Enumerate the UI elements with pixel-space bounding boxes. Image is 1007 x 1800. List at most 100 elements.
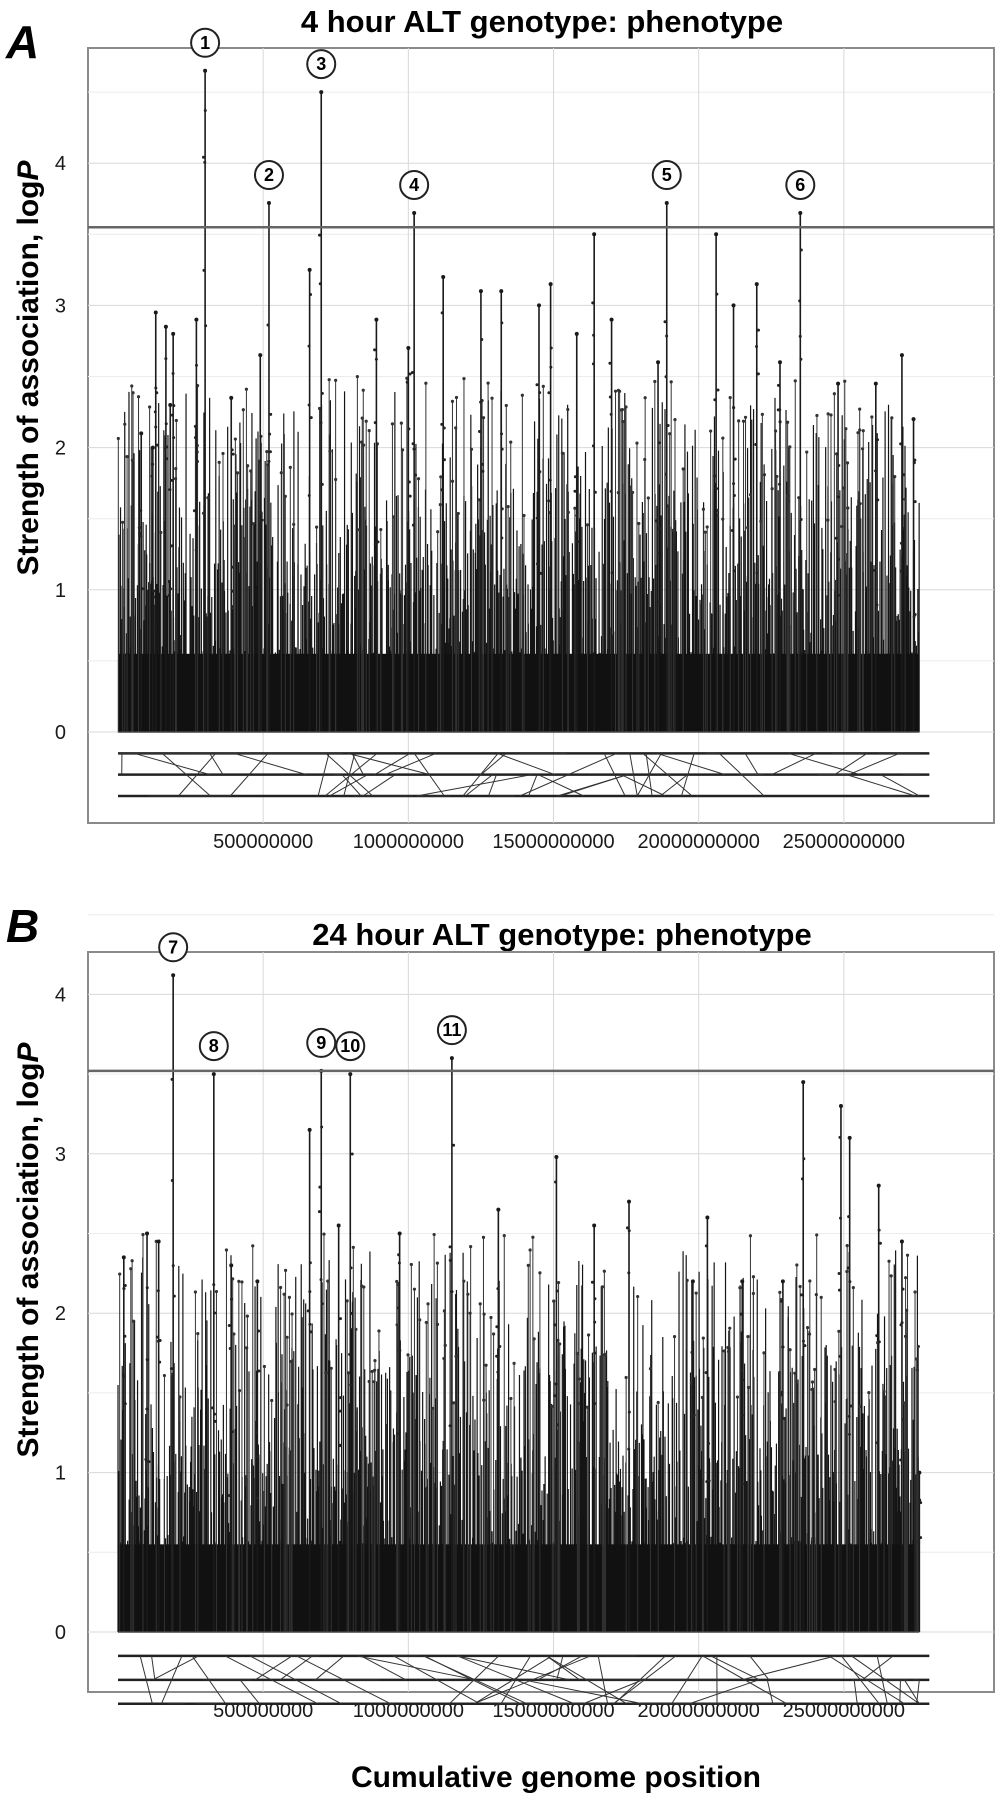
peak-point: [704, 1244, 708, 1248]
panel-b-plot: 0 1 2 3 4 500000000 1000000000 15000000000 20000…: [55, 914, 995, 1722]
peak-point: [592, 333, 596, 337]
peak-point: [257, 1369, 261, 1373]
stem-point: [364, 419, 368, 423]
peak-point: [309, 292, 313, 296]
peak-point: [573, 489, 577, 493]
link-line: [862, 1655, 894, 1681]
peak-point: [336, 1223, 341, 1228]
peak-point: [308, 1261, 312, 1265]
peak-point: [741, 1482, 745, 1486]
stem-point: [851, 1285, 855, 1290]
stem-point: [798, 1284, 802, 1289]
peak-point: [122, 1375, 126, 1379]
peak-point: [911, 417, 916, 422]
peak-point: [780, 1393, 784, 1397]
peak-point: [609, 412, 613, 416]
stem-point: [251, 1244, 255, 1248]
stem-point: [653, 379, 657, 384]
peak-point: [714, 487, 718, 491]
stem-point: [685, 1278, 689, 1283]
stem-point: [775, 474, 779, 479]
stem-point: [245, 1314, 249, 1318]
link-line: [689, 1679, 760, 1705]
stem-point: [512, 1361, 516, 1365]
stem-point: [916, 1344, 920, 1349]
peak-point: [756, 372, 760, 376]
peak-annotation-label: 3: [316, 54, 326, 74]
stem-point: [709, 429, 713, 433]
peak-point: [138, 531, 142, 535]
link-line: [133, 752, 211, 776]
peak-point: [171, 331, 176, 336]
peak-point: [318, 1185, 322, 1189]
peak-point: [145, 1286, 149, 1290]
peak-point: [731, 303, 736, 308]
peak-point: [663, 320, 667, 324]
peak-point: [202, 268, 206, 272]
peak-point: [256, 1496, 260, 1500]
stem-point: [575, 1351, 580, 1356]
peak-point: [912, 615, 916, 619]
peak-point: [656, 551, 660, 555]
peak-point: [408, 494, 412, 498]
stem-point: [322, 1232, 326, 1236]
stem-point: [762, 473, 767, 477]
peak-point: [396, 1432, 400, 1436]
stem-point: [807, 1332, 812, 1336]
y-tick-label: 3: [55, 295, 66, 317]
peak-point: [168, 593, 172, 597]
peak-point: [320, 1302, 324, 1306]
peak-point: [495, 1325, 499, 1329]
link-line: [139, 1655, 153, 1704]
link-line: [325, 752, 374, 797]
stem-point: [484, 1363, 488, 1367]
stem-point: [793, 1371, 797, 1375]
peak-point: [741, 1413, 745, 1417]
peak-point: [496, 1287, 500, 1291]
link-line: [749, 1655, 770, 1681]
link-line: [766, 1679, 774, 1704]
peak-point: [141, 587, 145, 591]
peak-point: [164, 422, 168, 426]
peak-point: [902, 526, 906, 530]
peak-point: [319, 90, 324, 95]
stem-point: [466, 1292, 470, 1296]
stem-point: [722, 1349, 726, 1353]
stem-point: [861, 429, 865, 433]
link-line: [360, 1655, 406, 1681]
peak-point: [440, 311, 444, 315]
stem-point: [738, 1286, 742, 1290]
peak-point: [349, 1311, 353, 1315]
link-line: [480, 752, 507, 776]
peak-point: [782, 1417, 786, 1421]
link-line: [347, 752, 431, 776]
peak-point: [732, 493, 736, 497]
peak-point: [691, 1414, 695, 1418]
peak-point: [169, 1367, 173, 1371]
peak-point: [213, 1419, 217, 1423]
stem-point: [531, 1235, 535, 1239]
stem-point: [793, 379, 797, 383]
stem-point: [360, 1284, 364, 1288]
stem-point: [858, 501, 862, 506]
link-line: [374, 752, 411, 776]
stem-point: [481, 416, 486, 420]
stem-point: [334, 378, 338, 382]
panel-a-title: 4 hour ALT genotype: phenotype: [301, 4, 783, 39]
stem-point: [826, 412, 830, 416]
peak-point: [172, 1294, 176, 1298]
panel-b-label: B: [6, 900, 39, 952]
stem-point: [671, 528, 675, 532]
stem-point: [520, 393, 524, 397]
stem-point: [681, 467, 685, 471]
peak-point: [154, 386, 158, 390]
stem-point: [400, 448, 405, 452]
peak-point: [373, 348, 377, 352]
link-line: [178, 753, 217, 797]
peak-point: [899, 1458, 903, 1462]
peak-point: [801, 1339, 805, 1343]
stem-point: [844, 427, 848, 431]
stem-point: [870, 415, 874, 419]
peak-point: [656, 360, 661, 365]
stem-point: [504, 403, 508, 408]
